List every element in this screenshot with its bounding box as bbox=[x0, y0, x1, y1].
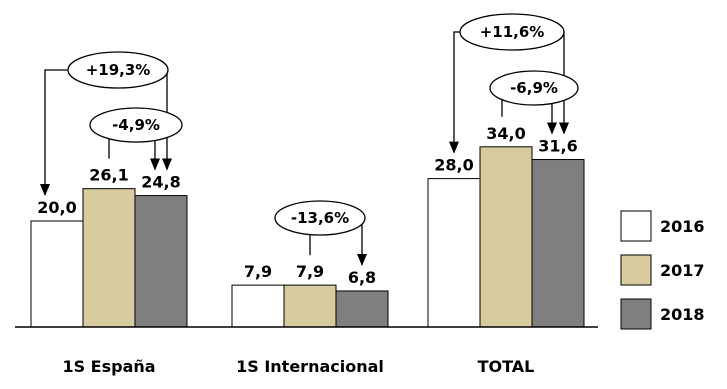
value-label-1s-espana-2016: 20,0 bbox=[37, 198, 76, 217]
annotation-bubble bbox=[89, 107, 183, 143]
legend-swatch-2016 bbox=[620, 210, 652, 242]
annotation-4-9: -4,9% bbox=[89, 107, 183, 171]
category-label-1s-internacional: 1S Internacional bbox=[236, 357, 384, 376]
value-label-1s-espana-2017: 26,1 bbox=[89, 166, 128, 185]
annotation-bubble bbox=[67, 51, 169, 89]
value-labels-layer: 20,0 26,1 24,8 7,9 7,9 6,8 28,0 34,0 31,6 bbox=[37, 124, 577, 287]
value-label-1s-internacional-2017: 7,9 bbox=[296, 262, 324, 281]
legend-label-2017: 2017 bbox=[660, 261, 705, 280]
bar-1s-espana-2018 bbox=[134, 195, 188, 328]
annotation-label: -4,9% bbox=[112, 116, 160, 134]
legend-swatch-2017 bbox=[620, 254, 652, 286]
annotation-bubble bbox=[274, 200, 366, 236]
value-label-1s-internacional-2016: 7,9 bbox=[244, 262, 272, 281]
annotation-6-9: -6,9% bbox=[489, 70, 579, 135]
value-label-1s-internacional-2018: 6,8 bbox=[348, 268, 376, 287]
bar-total-2018 bbox=[531, 159, 585, 328]
bar-1s-espana-2016 bbox=[30, 220, 84, 328]
bars-layer bbox=[30, 146, 585, 328]
value-label-total-2016: 28,0 bbox=[434, 156, 473, 175]
legend-label-2018: 2018 bbox=[660, 305, 705, 324]
bar-1s-internacional-2017 bbox=[283, 284, 337, 328]
annotation-bubble bbox=[489, 70, 579, 106]
bar-1s-internacional-2018 bbox=[335, 290, 389, 328]
annotation-19-3: +19,3% bbox=[40, 51, 172, 196]
legend-label-2016: 2016 bbox=[660, 217, 705, 236]
annotation-bubble bbox=[459, 13, 565, 51]
value-label-total-2017: 34,0 bbox=[486, 124, 525, 143]
annotation-label: -13,6% bbox=[291, 209, 349, 227]
bar-1s-internacional-2016 bbox=[231, 284, 285, 328]
legend-swatch-2018 bbox=[620, 298, 652, 330]
legend: 2016 2017 2018 bbox=[620, 210, 705, 330]
category-label-1s-espana: 1S España bbox=[62, 357, 155, 376]
annotation-label: +11,6% bbox=[480, 23, 545, 41]
bar-1s-espana-2017 bbox=[82, 188, 136, 328]
legend-item-2016: 2016 bbox=[620, 210, 705, 242]
annotations-layer: +19,3% -4,9% -13,6% +11,6% -6,9% bbox=[40, 13, 579, 266]
bar-total-2017 bbox=[479, 146, 533, 328]
annotation-11-6: +11,6% bbox=[449, 13, 569, 154]
category-labels-layer: 1S España 1S Internacional TOTAL bbox=[62, 357, 534, 376]
annotation-13-6: -13,6% bbox=[274, 200, 367, 266]
value-label-1s-espana-2018: 24,8 bbox=[141, 173, 180, 192]
legend-item-2018: 2018 bbox=[620, 298, 705, 330]
annotation-label: -6,9% bbox=[510, 79, 558, 97]
legend-item-2017: 2017 bbox=[620, 254, 705, 286]
bar-total-2016 bbox=[427, 178, 481, 328]
category-label-total: TOTAL bbox=[478, 357, 535, 376]
annotation-label: +19,3% bbox=[86, 61, 151, 79]
value-label-total-2018: 31,6 bbox=[538, 137, 577, 156]
